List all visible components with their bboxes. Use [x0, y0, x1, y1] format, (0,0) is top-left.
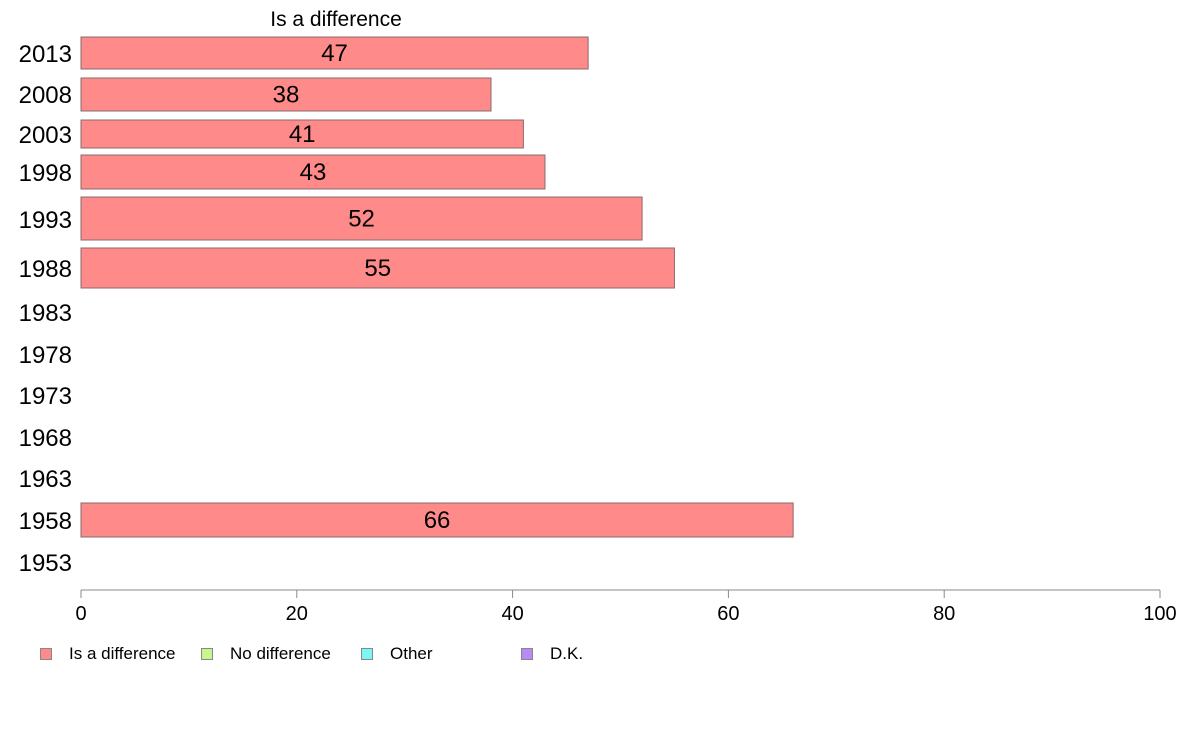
bar [80, 77, 492, 112]
category-label: 2013 [19, 41, 72, 68]
legend-label: Other [390, 644, 433, 663]
legend-item-no-difference: No difference [201, 644, 331, 664]
legend-item-other: Other [361, 644, 433, 664]
category-label: 1988 [19, 256, 72, 283]
x-tick-label: 40 [501, 603, 523, 625]
bar [80, 36, 589, 70]
bar [80, 502, 794, 538]
category-label: 1978 [19, 342, 72, 369]
bar-value-label: 55 [364, 255, 391, 282]
bar [80, 196, 643, 241]
bar-value-label: 43 [300, 159, 327, 186]
category-label: 1953 [19, 550, 72, 577]
bar [80, 119, 524, 149]
x-tick-label: 60 [717, 603, 739, 625]
legend-label: D.K. [550, 644, 584, 663]
x-tick-label: 100 [1143, 603, 1176, 625]
category-label: 2003 [19, 122, 72, 149]
bar-value-label: 47 [321, 40, 348, 67]
category-label: 1958 [19, 508, 72, 535]
bars [80, 36, 794, 538]
category-label: 1973 [19, 383, 72, 410]
x-tick-label: 0 [75, 603, 86, 625]
legend-swatch [40, 648, 52, 660]
x-tick-label: 80 [933, 603, 955, 625]
legend-swatch [521, 648, 533, 660]
legend-item-is-a-difference: Is a difference [40, 644, 175, 664]
category-label: 2008 [19, 82, 72, 109]
chart-title: Is a difference [270, 8, 402, 31]
category-label: 1968 [19, 425, 72, 452]
bar-value-label: 66 [424, 507, 451, 534]
bar-chart: Is a difference 2013 2008 2003 1998 1993 1988… [19, 8, 1177, 625]
legend-item-dk: D.K. [521, 644, 583, 664]
bar-value-label: 41 [289, 121, 316, 148]
legend: Is a difference No difference Other D.K. [0, 644, 1188, 664]
bar-value-label: 52 [348, 206, 375, 233]
x-axis: 0 20 40 60 80 100 [75, 589, 1177, 625]
data-labels: 47 38 41 43 52 55 66 [273, 40, 451, 534]
legend-label: Is a difference [69, 644, 176, 663]
x-tick-label: 20 [286, 603, 308, 625]
category-label: 1983 [19, 300, 72, 327]
legend-swatch [201, 648, 213, 660]
bar-value-label: 38 [273, 82, 300, 109]
legend-swatch [361, 648, 373, 660]
category-label: 1998 [19, 160, 72, 187]
category-label: 1963 [19, 466, 72, 493]
bar [80, 154, 546, 190]
bar [80, 247, 675, 289]
y-axis-labels: 2013 2008 2003 1998 1993 1988 1983 1978 1973 1968… [19, 41, 72, 577]
category-label: 1993 [19, 207, 72, 234]
legend-label: No difference [230, 644, 331, 663]
